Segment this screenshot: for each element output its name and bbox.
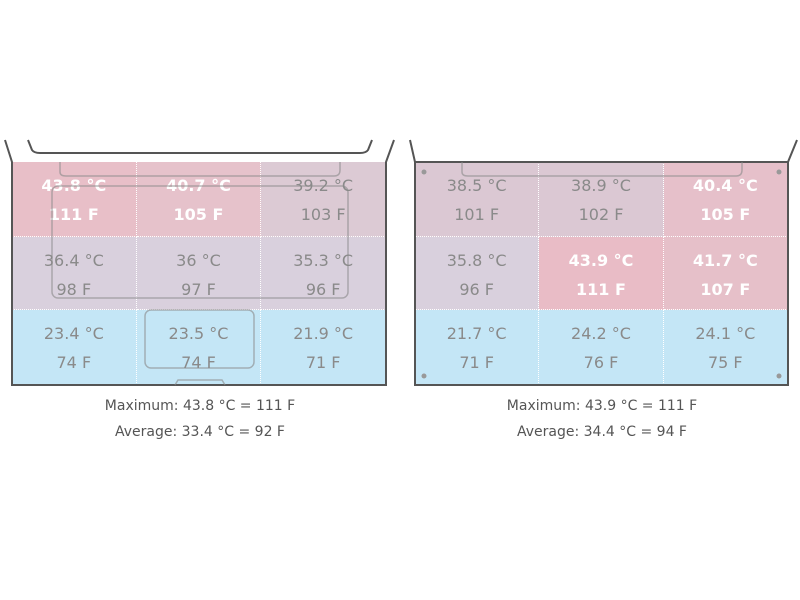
fahrenheit: 102 F: [578, 205, 624, 224]
temperature-cell: 39.2 °C 103 F: [261, 162, 386, 237]
fahrenheit: 111 F: [576, 280, 626, 299]
temperature-cell: 24.2 °C 76 F: [539, 310, 664, 385]
fahrenheit: 71 F: [459, 353, 494, 372]
average: Average: 34.4 °C = 94 F: [516, 424, 687, 440]
celsius: 21.7 °C: [446, 324, 507, 343]
temperature-cell: 35.3 °C 96 F: [261, 237, 386, 310]
fahrenheit: 71 F: [305, 353, 341, 372]
fahrenheit: 105 F: [700, 205, 751, 224]
celsius: 23.5 °C: [168, 324, 229, 343]
fahrenheit: 101 F: [454, 205, 500, 224]
temperature-cell: 38.9 °C 102 F: [539, 162, 664, 237]
temperature-cell: 24.1 °C 75 F: [663, 310, 788, 385]
fahrenheit: 105 F: [173, 205, 224, 224]
temperature-cell: 43.8 °C 111 F: [12, 162, 137, 237]
fahrenheit: 111 F: [48, 205, 99, 224]
maximum: Maximum: 43.9 °C = 111 F: [506, 398, 698, 414]
celsius: 36 °C: [176, 251, 221, 270]
temperature-cell: 21.7 °C 71 F: [415, 310, 540, 385]
temperature-cell: 23.5 °C 74 F: [136, 310, 262, 385]
temperature-cell: 38.5 °C 101 F: [415, 162, 540, 237]
celsius: 38.5 °C: [446, 176, 507, 195]
fahrenheit: 103 F: [300, 205, 346, 224]
celsius: 35.8 °C: [446, 251, 507, 270]
celsius: 38.9 °C: [571, 176, 631, 195]
fahrenheit: 98 F: [56, 280, 92, 299]
fahrenheit: 97 F: [181, 280, 216, 299]
celsius: 24.2 °C: [571, 324, 631, 343]
fahrenheit: 75 F: [707, 353, 743, 372]
temperature-cell: 36.4 °C 98 F: [12, 237, 137, 310]
temperature-cell: 40.4 °C 105 F: [663, 162, 788, 237]
temperature-cell: 36 °C 97 F: [136, 237, 262, 310]
temperature-cell: 43.9 °C 111 F: [539, 237, 664, 310]
average: Average: 33.4 °C = 92 F: [114, 424, 285, 440]
fahrenheit: 74 F: [181, 353, 216, 372]
temperature-cell: 35.8 °C 96 F: [415, 237, 540, 310]
fahrenheit: 96 F: [459, 280, 494, 299]
temperature-cell: 40.7 °C 105 F: [136, 162, 262, 237]
temperature-cell: 21.9 °C 71 F: [261, 310, 386, 385]
celsius: 35.3 °C: [293, 251, 354, 270]
celsius: 23.4 °C: [43, 324, 104, 343]
fahrenheit: 96 F: [305, 280, 341, 299]
temperature-cell: 41.7 °C 107 F: [663, 237, 788, 310]
maximum: Maximum: 43.8 °C = 111 F: [104, 398, 296, 414]
celsius: 21.9 °C: [293, 324, 354, 343]
celsius: 40.7 °C: [166, 176, 231, 195]
celsius: 41.7 °C: [692, 251, 758, 270]
celsius: 24.1 °C: [695, 324, 756, 343]
fahrenheit: 76 F: [583, 353, 619, 372]
celsius: 36.4 °C: [43, 251, 104, 270]
temperature-cell: 23.4 °C 74 F: [12, 310, 137, 385]
fahrenheit: 107 F: [700, 280, 751, 299]
fahrenheit: 74 F: [56, 353, 92, 372]
celsius: 40.4 °C: [692, 176, 758, 195]
celsius: 39.2 °C: [293, 176, 354, 195]
celsius: 43.9 °C: [568, 251, 634, 270]
celsius: 43.8 °C: [41, 176, 107, 195]
